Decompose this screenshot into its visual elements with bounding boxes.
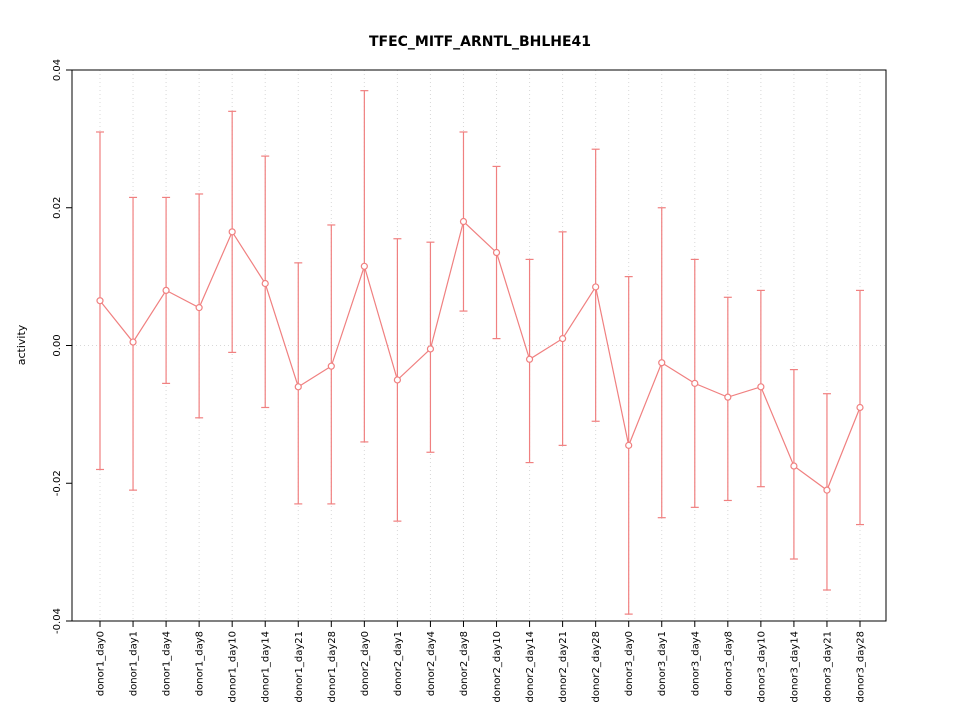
x-tick-label: donor3_day21 bbox=[822, 631, 833, 703]
series-line bbox=[99, 220, 861, 492]
data-point bbox=[393, 376, 401, 384]
x-tick-label: donor3_day10 bbox=[756, 631, 767, 703]
y-tick-label: 0.04 bbox=[52, 59, 63, 81]
x-tick-label: donor2_day8 bbox=[459, 631, 470, 696]
data-point bbox=[823, 486, 831, 494]
chart-title: TFEC_MITF_ARNTL_BHLHE41 bbox=[369, 34, 591, 50]
data-point bbox=[96, 297, 104, 305]
x-tick-label: donor1_day1 bbox=[129, 631, 140, 696]
x-tick-label: donor3_day28 bbox=[856, 631, 867, 703]
x-tick-label: donor3_day0 bbox=[624, 631, 635, 696]
x-tick-label: donor3_day8 bbox=[723, 631, 734, 696]
x-tick-label: donor2_day28 bbox=[591, 631, 602, 703]
x-tick-label: donor2_day10 bbox=[492, 631, 503, 703]
x-tick-label: donor1_day8 bbox=[195, 631, 206, 696]
data-point bbox=[691, 379, 699, 387]
y-tick-label: 0.00 bbox=[52, 334, 63, 356]
x-tick-label: donor1_day14 bbox=[261, 631, 272, 703]
data-point bbox=[525, 355, 534, 363]
x-tick-label: donor1_day28 bbox=[327, 631, 338, 703]
data-point bbox=[129, 338, 137, 346]
data-point bbox=[559, 335, 567, 343]
data-point bbox=[360, 262, 368, 270]
data-point bbox=[658, 359, 666, 367]
data-point bbox=[162, 286, 170, 294]
x-tick-label: donor3_day14 bbox=[789, 631, 800, 703]
y-tick-label: -0.04 bbox=[52, 608, 63, 634]
data-point bbox=[195, 304, 203, 312]
data-point bbox=[492, 248, 501, 257]
plot-area: -0.04 -0.02 0.00 0.02 0.04 donor1_day0 donor1_… bbox=[52, 59, 887, 703]
data-point bbox=[625, 441, 633, 449]
data-point bbox=[261, 279, 269, 288]
data-point bbox=[228, 228, 236, 236]
x-tick-label: donor2_day4 bbox=[426, 631, 437, 696]
x-tick-label: donor1_day21 bbox=[294, 631, 305, 703]
x-tick-label: donor1_day4 bbox=[162, 631, 173, 696]
x-tick-label: donor3_day1 bbox=[657, 631, 668, 696]
data-point bbox=[294, 383, 302, 391]
data-point bbox=[757, 383, 765, 391]
plot-border bbox=[71, 69, 887, 622]
data-point bbox=[856, 403, 864, 412]
x-tick-label: donor2_day0 bbox=[360, 631, 371, 696]
y-tick-label: 0.02 bbox=[52, 197, 63, 219]
x-tick-label: donor2_day1 bbox=[393, 631, 404, 696]
y-axis-label: activity bbox=[15, 324, 28, 365]
x-tick-label: donor1_day10 bbox=[228, 631, 239, 703]
x-tick-label: donor3_day4 bbox=[690, 631, 701, 696]
data-point bbox=[426, 345, 435, 353]
data-point bbox=[327, 362, 335, 370]
data-point bbox=[724, 393, 732, 401]
x-tick-label: donor1_day0 bbox=[96, 631, 107, 696]
data-point bbox=[592, 283, 600, 291]
data-point bbox=[790, 462, 798, 470]
x-tick-label: donor2_day21 bbox=[558, 631, 569, 703]
x-tick-label: donor2_day14 bbox=[525, 631, 536, 703]
data-point bbox=[459, 217, 468, 226]
y-tick-label: -0.02 bbox=[52, 470, 63, 496]
